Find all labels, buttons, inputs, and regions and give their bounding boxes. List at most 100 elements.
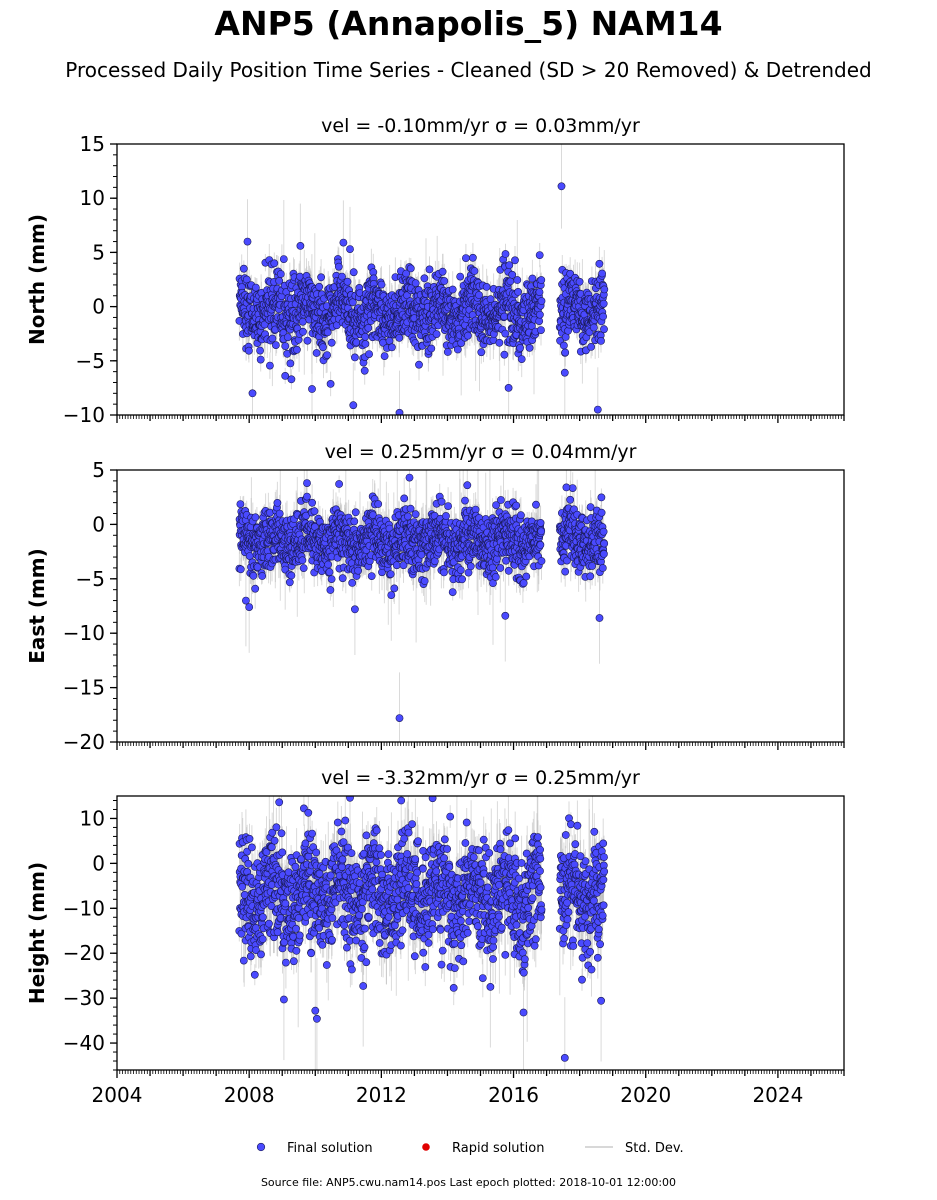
data-point — [477, 348, 486, 357]
data-point — [597, 336, 605, 345]
data-point — [535, 288, 544, 296]
data-point — [283, 333, 292, 342]
data-point — [461, 254, 470, 262]
data-point — [595, 259, 604, 268]
data-point — [339, 238, 348, 247]
data-point — [453, 345, 462, 354]
panel-title: vel = 0.25mm/yr σ = 0.04mm/yr — [325, 441, 637, 463]
data-point — [537, 297, 546, 305]
y-tick-label: 5 — [92, 240, 105, 264]
data-point — [395, 333, 404, 342]
data-point — [463, 331, 472, 340]
data-point — [504, 383, 513, 392]
data-point — [598, 269, 606, 278]
data-point — [600, 285, 609, 294]
data-point — [251, 283, 260, 292]
data-point — [281, 342, 290, 350]
data-point — [508, 270, 517, 279]
data-point — [438, 267, 447, 276]
data-point — [323, 351, 331, 359]
data-point — [468, 253, 477, 262]
data-point — [349, 401, 358, 410]
data-point — [537, 276, 546, 284]
data-point — [361, 332, 370, 341]
data-point — [349, 268, 358, 277]
data-point — [457, 339, 466, 347]
data-point — [506, 277, 515, 286]
data-point — [599, 299, 608, 308]
data-point — [427, 344, 436, 353]
data-point — [281, 371, 290, 380]
data-point — [600, 325, 608, 334]
data-point — [287, 375, 296, 384]
data-point — [317, 273, 325, 282]
data-point — [323, 328, 332, 337]
chart-title: ANP5 (Annapolis_5) NAM14 — [214, 4, 723, 43]
data-point — [296, 241, 305, 250]
data-point — [575, 277, 584, 286]
data-point — [593, 405, 602, 414]
data-point — [443, 348, 452, 356]
data-point — [514, 287, 522, 296]
plot-frame — [116, 143, 845, 416]
data-point — [557, 182, 566, 191]
data-point — [292, 345, 301, 354]
data-point — [380, 352, 389, 360]
data-point — [308, 385, 316, 393]
data-point — [279, 255, 288, 263]
chart-subtitle: Processed Daily Position Time Series - C… — [65, 58, 872, 82]
data-point — [456, 272, 465, 281]
data-point — [276, 270, 285, 278]
final-solution-points — [235, 182, 609, 415]
data-point — [303, 336, 312, 345]
panel-2: vel = 0.25mm/yr σ = 0.04mm/yr−20−15−10−5… — [25, 441, 845, 754]
data-point — [244, 346, 253, 355]
data-point — [327, 338, 336, 347]
data-point — [501, 329, 510, 338]
data-point — [505, 261, 514, 270]
data-point — [312, 349, 321, 357]
data-point — [560, 341, 568, 350]
data-point — [239, 264, 248, 273]
data-point — [361, 339, 370, 348]
data-point — [256, 346, 264, 355]
y-tick-label: 0 — [92, 295, 105, 319]
data-point — [377, 280, 386, 289]
data-point — [536, 310, 544, 319]
data-point — [319, 343, 327, 352]
data-point — [415, 360, 423, 369]
data-point — [365, 350, 373, 358]
data-point — [500, 350, 509, 359]
data-point — [475, 291, 483, 299]
data-point — [513, 276, 522, 284]
data-point — [587, 342, 595, 351]
panel-title: vel = -0.10mm/yr σ = 0.03mm/yr — [321, 115, 640, 137]
data-point — [525, 343, 534, 352]
data-point — [402, 269, 411, 278]
data-point — [268, 334, 277, 343]
data-point — [364, 323, 373, 332]
data-point — [501, 250, 510, 258]
data-point — [482, 282, 491, 291]
stddev-bars — [238, 470, 605, 742]
data-point — [517, 355, 526, 363]
data-point — [411, 279, 420, 288]
y-tick-label: −10 — [63, 403, 105, 427]
data-point — [315, 282, 324, 291]
data-point — [338, 272, 346, 281]
data-point — [560, 368, 569, 377]
data-point — [387, 343, 396, 352]
data-point — [348, 298, 357, 307]
data-point — [270, 259, 279, 268]
data-point — [440, 277, 449, 285]
y-tick-label: −5 — [76, 349, 105, 373]
data-point — [299, 327, 307, 336]
data-point — [448, 285, 457, 294]
data-point — [326, 379, 335, 388]
data-point — [495, 338, 504, 347]
data-point — [256, 355, 265, 364]
data-point — [535, 251, 544, 259]
data-point — [265, 361, 274, 370]
data-point — [248, 389, 257, 398]
